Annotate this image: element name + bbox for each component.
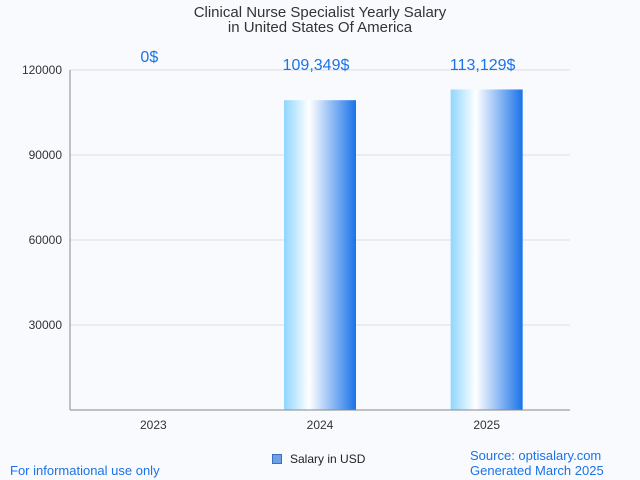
y-axis-ticks: 30000 60000 90000 120000	[22, 63, 62, 332]
bar-2025	[450, 89, 523, 410]
x-axis-ticks: 2023 2024 2025	[140, 418, 500, 432]
bar-2024	[284, 100, 356, 411]
chart-title-line-2: in United States Of America	[228, 19, 413, 36]
footer-source: Source: optisalary.com	[470, 448, 602, 463]
legend-swatch	[272, 454, 282, 464]
data-labels: 0$ 109,349$ 113,129$	[140, 49, 515, 74]
legend: Salary in USD	[272, 452, 365, 466]
footer-generated: Generated March 2025	[470, 463, 604, 478]
x-tick-label-2024: 2024	[307, 418, 334, 432]
bars	[284, 89, 523, 411]
y-tick-label-2: 90000	[29, 148, 63, 162]
legend-label: Salary in USD	[290, 452, 366, 466]
footer-disclaimer: For informational use only	[10, 463, 160, 478]
y-tick-label-0: 30000	[29, 318, 63, 332]
data-label-2024: 109,349$	[283, 57, 350, 74]
y-tick-label-1: 60000	[29, 233, 63, 247]
chart-title-line-1: Clinical Nurse Specialist Yearly Salary	[194, 4, 447, 21]
data-label-2023: 0$	[140, 49, 158, 66]
y-tick-label-3: 120000	[22, 63, 62, 77]
data-label-2025: 113,129$	[450, 57, 516, 74]
x-tick-label-2023: 2023	[140, 418, 167, 432]
x-tick-label-2025: 2025	[473, 418, 500, 432]
